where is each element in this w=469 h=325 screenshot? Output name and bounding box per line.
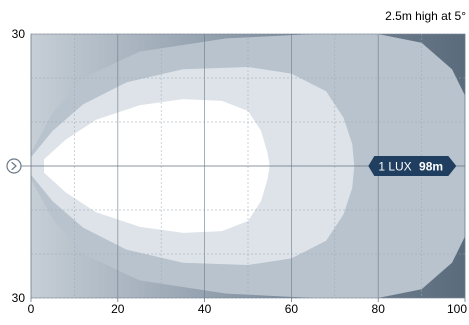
x-tick-label-0: 0 (28, 302, 35, 316)
circle-chevron-icon (6, 158, 22, 174)
y-axis-ticks: 30 30 (12, 27, 26, 305)
y-tick-bottom: 30 (12, 291, 26, 305)
chart-subtitle: 2.5m high at 5° (385, 9, 466, 23)
x-tick-label-20: 20 (111, 302, 125, 316)
x-axis-ticks: 0 20 40 60 80 100 (28, 298, 467, 316)
x-tick-label-40: 40 (198, 302, 212, 316)
lux-label-value: 98m (419, 160, 443, 174)
lux-distance-label: 1 LUX 98m (368, 156, 457, 176)
x-tick-label-60: 60 (285, 302, 299, 316)
x-tick-label-100: 100 (447, 302, 467, 316)
lux-label-marker (368, 156, 457, 176)
svg-text:1 LUX 98m: 1 LUX 98m (378, 160, 443, 174)
y-tick-top: 30 (12, 27, 26, 41)
lux-label-prefix: 1 LUX (378, 160, 411, 174)
x-tick-label-80: 80 (372, 302, 386, 316)
